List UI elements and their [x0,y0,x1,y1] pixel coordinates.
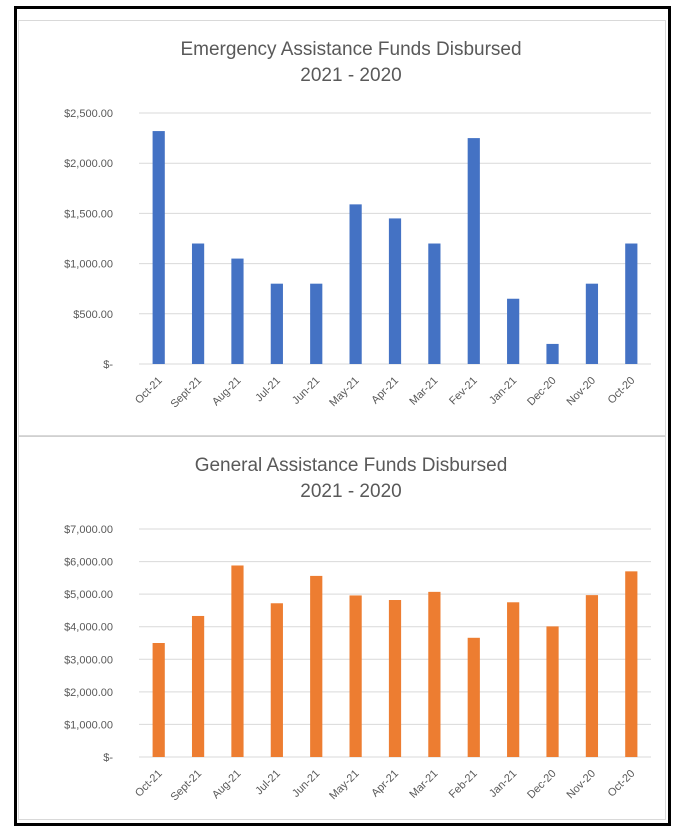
y-tick-label: $- [103,752,113,764]
y-tick-label: $2,500.00 [64,108,113,120]
y-tick-label: $- [103,359,113,371]
bar [191,243,205,364]
bar [585,283,599,364]
bar [191,615,205,757]
x-tick-label: Jun-21 [290,375,322,407]
bar [349,595,362,757]
x-tick-label: Jul-21 [253,375,283,405]
y-tick-label: $500.00 [73,309,113,321]
emergency-chart-title: Emergency Assistance Funds Disbursed [180,39,521,60]
y-tick-label: $7,000.00 [64,524,113,536]
bar [546,626,559,757]
bar [428,243,441,364]
bar [507,298,520,364]
x-tick-label: Sept-21 [168,768,204,804]
y-tick-label: $2,000.00 [64,158,113,170]
bar [388,600,402,757]
x-tick-label: Aug-21 [210,768,244,802]
x-tick-label: Mar-21 [407,768,440,801]
y-tick-label: $3,000.00 [64,654,113,666]
x-tick-label: Dec-20 [525,768,559,802]
x-tick-label: Jun-21 [290,768,322,800]
x-tick-label: Jul-21 [253,768,283,798]
bar [349,204,362,364]
x-tick-label: Mar-21 [407,375,440,408]
y-tick-label: $1,000.00 [64,719,113,731]
y-tick-label: $1,000.00 [64,259,113,271]
bar [585,595,599,757]
y-tick-label: $6,000.00 [64,557,113,569]
bar [625,571,638,757]
x-tick-label: Aug-21 [210,375,244,409]
emergency-chart: Emergency Assistance Funds Disbursed 202… [64,39,651,411]
x-tick-label: Oct-21 [133,768,165,800]
y-tick-label: $2,000.00 [64,687,113,699]
bar [507,602,520,757]
general-chart-subtitle: 2021 - 2020 [300,481,401,502]
x-tick-label: Jan-21 [487,375,519,407]
bar [428,591,441,757]
x-tick-label: May-21 [327,768,361,802]
x-tick-label: Jan-21 [487,768,519,800]
bar [310,283,323,364]
bar [270,283,283,364]
general-chart-title: General Assistance Funds Disbursed [195,455,508,476]
x-tick-label: Feb-21 [447,768,480,801]
x-tick-label: Nov-20 [564,768,598,802]
bar [310,575,323,757]
bar [231,565,244,757]
bar [152,131,165,364]
x-tick-label: Oct-20 [606,768,638,800]
x-tick-label: Sept-21 [168,375,204,411]
y-tick-label: $5,000.00 [64,589,113,601]
general-chart: General Assistance Funds Disbursed 2021 … [64,455,651,804]
x-tick-label: Apr-21 [369,768,401,800]
x-tick-label: Apr-21 [369,375,401,407]
emergency-chart-subtitle: 2021 - 2020 [300,65,401,86]
bar [231,258,244,364]
bar [467,138,480,364]
bar [388,218,402,364]
x-tick-label: Fev-21 [447,375,480,408]
y-tick-label: $1,500.00 [64,208,113,220]
bar [270,603,283,757]
y-tick-label: $4,000.00 [64,622,113,634]
bar [152,643,165,757]
bar [467,637,480,757]
x-tick-label: Nov-20 [564,375,598,409]
emergency-chart-panel: Emergency Assistance Funds Disbursed 202… [18,20,666,436]
bar [546,343,559,364]
bar [625,243,638,364]
x-tick-label: Oct-20 [606,375,638,407]
general-chart-panel: General Assistance Funds Disbursed 2021 … [18,436,666,820]
x-tick-label: Dec-20 [525,375,559,409]
x-tick-label: Oct-21 [133,375,165,407]
x-tick-label: May-21 [327,375,361,409]
